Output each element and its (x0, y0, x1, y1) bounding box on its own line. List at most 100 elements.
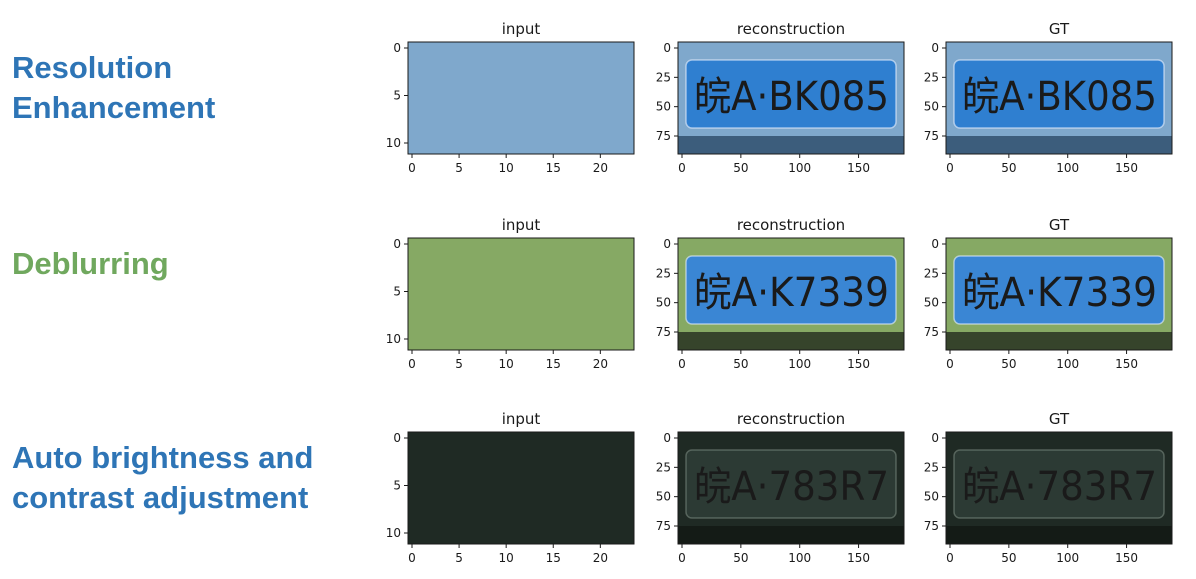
y-tick-label: 75 (656, 325, 671, 339)
x-tick-label: 10 (499, 551, 514, 565)
x-tick-label: 15 (546, 161, 561, 175)
panel-gt: GT 皖A·783R7 0 25 50 75 0 50 100 150 (924, 410, 1172, 565)
x-tick-label: 15 (546, 551, 561, 565)
x-tick-label: 150 (847, 161, 870, 175)
x-tick-label: 150 (1115, 161, 1138, 175)
x-tick-label: 100 (1056, 551, 1079, 565)
y-tick-label: 5 (393, 89, 401, 103)
panel-title: input (502, 410, 541, 428)
panel-input: input 0 5 10 0 5 10 15 20 (386, 410, 634, 565)
panel-input: input 0 5 10 0 5 10 15 20 (386, 20, 634, 175)
y-tick-label: 0 (931, 237, 939, 251)
x-tick-label: 10 (499, 357, 514, 371)
y-tick-label: 0 (393, 41, 401, 55)
x-tick-label: 20 (593, 551, 608, 565)
plate-text: 皖A·K7339 (694, 270, 889, 316)
plate-shadow (946, 136, 1172, 154)
plate-shadow (678, 136, 904, 154)
x-tick-label: 5 (455, 161, 463, 175)
y-tick-label: 25 (656, 266, 671, 280)
x-tick-label: 0 (946, 161, 954, 175)
panel-title: GT (1049, 410, 1070, 428)
y-tick-label: 50 (924, 100, 939, 114)
x-tick-label: 50 (1001, 551, 1016, 565)
x-tick-label: 50 (733, 357, 748, 371)
y-tick-label: 75 (924, 519, 939, 533)
y-tick-label: 75 (656, 519, 671, 533)
plate-shadow (946, 526, 1172, 544)
image-background (408, 42, 634, 154)
y-tick-label: 5 (393, 285, 401, 299)
panel-reconstruction: reconstruction 皖A·BK085 0 25 50 75 0 50 100 150 (656, 20, 904, 175)
x-tick-label: 0 (678, 161, 686, 175)
panel-title: input (502, 20, 541, 38)
y-tick-label: 25 (656, 70, 671, 84)
panel-title: reconstruction (737, 410, 845, 428)
x-tick-label: 0 (408, 357, 416, 371)
y-tick-label: 25 (924, 70, 939, 84)
y-tick-label: 0 (663, 431, 671, 445)
y-tick-label: 0 (393, 237, 401, 251)
x-tick-label: 20 (593, 357, 608, 371)
image-background (408, 432, 634, 544)
x-tick-label: 5 (455, 357, 463, 371)
y-tick-label: 0 (663, 41, 671, 55)
y-tick-label: 50 (656, 490, 671, 504)
x-tick-label: 0 (946, 551, 954, 565)
y-tick-label: 5 (393, 479, 401, 493)
x-tick-label: 150 (847, 357, 870, 371)
x-tick-label: 50 (733, 551, 748, 565)
y-tick-label: 75 (924, 129, 939, 143)
x-tick-label: 0 (678, 551, 686, 565)
plate-text: 皖A·BK085 (694, 74, 889, 120)
y-tick-label: 25 (924, 460, 939, 474)
x-tick-label: 150 (1115, 357, 1138, 371)
y-tick-label: 10 (386, 332, 401, 346)
y-tick-label: 50 (656, 296, 671, 310)
x-tick-label: 10 (499, 161, 514, 175)
panel-title: GT (1049, 20, 1070, 38)
x-tick-label: 100 (788, 551, 811, 565)
x-tick-label: 0 (946, 357, 954, 371)
x-tick-label: 0 (408, 551, 416, 565)
x-tick-label: 0 (678, 357, 686, 371)
panel-title: reconstruction (737, 20, 845, 38)
panel-input: input 0 5 10 0 5 10 15 20 (386, 216, 634, 371)
plate-text: 皖A·783R7 (962, 464, 1157, 510)
y-tick-label: 0 (931, 41, 939, 55)
x-tick-label: 50 (733, 161, 748, 175)
plate-shadow (678, 526, 904, 544)
x-tick-label: 150 (1115, 551, 1138, 565)
y-tick-label: 0 (663, 237, 671, 251)
y-tick-label: 25 (656, 460, 671, 474)
y-tick-label: 25 (924, 266, 939, 280)
y-tick-label: 75 (656, 129, 671, 143)
x-tick-label: 100 (788, 357, 811, 371)
y-tick-label: 0 (393, 431, 401, 445)
plate-text: 皖A·K7339 (962, 270, 1157, 316)
x-tick-label: 50 (1001, 161, 1016, 175)
panel-title: reconstruction (737, 216, 845, 234)
x-tick-label: 100 (1056, 357, 1079, 371)
x-tick-label: 100 (1056, 161, 1079, 175)
y-tick-label: 0 (931, 431, 939, 445)
panel-title: GT (1049, 216, 1070, 234)
panel-reconstruction: reconstruction 皖A·K7339 0 25 50 75 0 50 100 150 (656, 216, 904, 371)
plate-text: 皖A·BK085 (962, 74, 1157, 120)
y-tick-label: 10 (386, 136, 401, 150)
panel-gt: GT 皖A·K7339 0 25 50 75 0 50 100 150 (924, 216, 1172, 371)
panel-reconstruction: reconstruction 皖A·783R7 0 25 50 75 0 50 100 150 (656, 410, 904, 565)
x-tick-label: 100 (788, 161, 811, 175)
x-tick-label: 150 (847, 551, 870, 565)
plate-shadow (678, 332, 904, 350)
panel-gt: GT 皖A·BK085 0 25 50 75 0 50 100 150 (924, 20, 1172, 175)
panel-title: input (502, 216, 541, 234)
y-tick-label: 50 (656, 100, 671, 114)
y-tick-label: 75 (924, 325, 939, 339)
x-tick-label: 50 (1001, 357, 1016, 371)
y-tick-label: 50 (924, 296, 939, 310)
plate-text: 皖A·783R7 (694, 464, 889, 510)
image-background (408, 238, 634, 350)
x-tick-label: 20 (593, 161, 608, 175)
